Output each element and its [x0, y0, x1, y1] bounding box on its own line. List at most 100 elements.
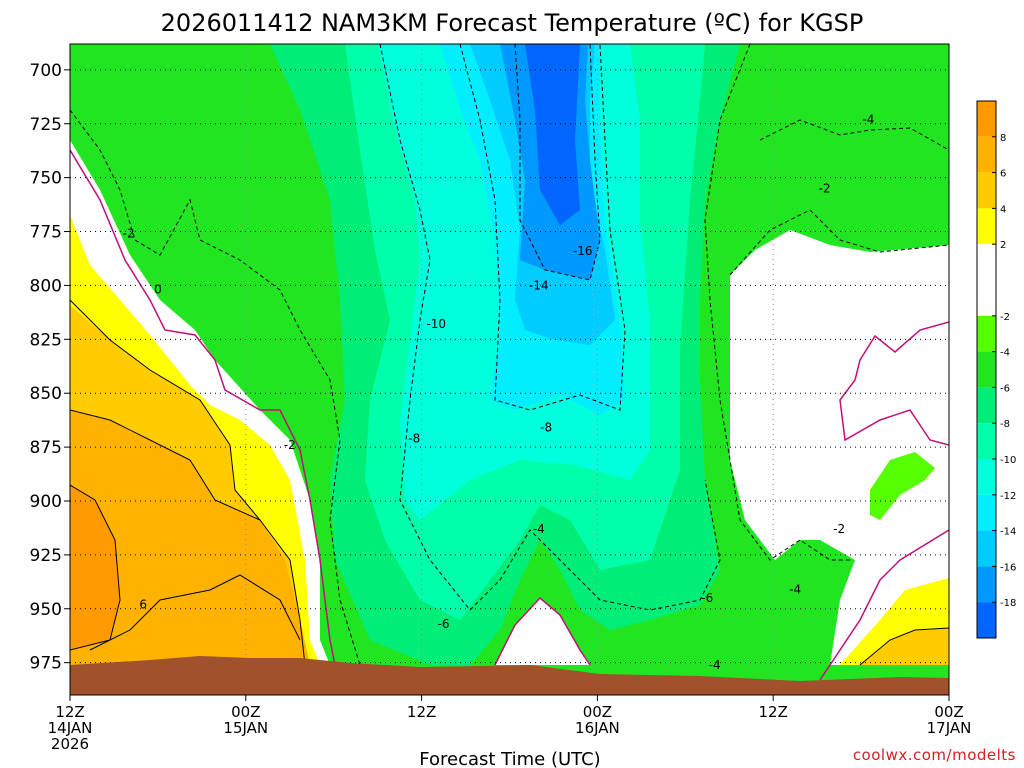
- colorbar-band: [977, 208, 996, 245]
- colorbar-band: [977, 351, 996, 388]
- x-tick-label: 00Z: [934, 703, 963, 721]
- contour-dashed-inner: [459, 44, 626, 411]
- x-tick-label: 2026: [51, 735, 89, 753]
- contour-label: -8: [540, 421, 552, 435]
- region-deep-blue: [525, 44, 580, 225]
- region-orange-left: [70, 410, 310, 665]
- y-tick-label: 700: [30, 61, 62, 81]
- contour-label: 6: [139, 597, 147, 611]
- colorbar-frame: [976, 100, 997, 639]
- contour-zero-dip: [494, 596, 591, 666]
- contour-label: -6: [701, 591, 713, 605]
- contour-label: -14: [529, 278, 549, 292]
- contour-label: -4: [862, 112, 874, 126]
- contour-dashed-right-top: [759, 119, 949, 151]
- colorbar-tick-label: -2: [1000, 312, 1010, 323]
- x-tick-label: 12Z: [407, 703, 436, 721]
- x-tick-label: 14JAN: [48, 719, 93, 737]
- plot-frame: [69, 43, 950, 696]
- terrain-ground: [70, 656, 949, 695]
- colorbar: 8 6 4 2 -2 -4 -6 -8 -10 -12 -14 -16 -18: [976, 100, 1016, 639]
- colorbar-tick-label: -8: [1000, 419, 1010, 430]
- x-tick-label: 00Z: [231, 703, 260, 721]
- colorbar-band: [977, 172, 996, 209]
- contour-solid-right: [859, 627, 949, 666]
- x-tick-label: 00Z: [583, 703, 612, 721]
- region-green-patch-right: [870, 452, 935, 520]
- contour-label: -4: [709, 658, 721, 672]
- contour-dashed-right-band: [729, 209, 949, 276]
- contour-solid-left-1: [70, 299, 306, 666]
- credit-link[interactable]: coolwx.com/modelts: [853, 746, 1016, 764]
- x-tick-label: 16JAN: [575, 719, 620, 737]
- colorbar-band: [977, 423, 996, 459]
- colorbar-band: [977, 494, 996, 531]
- x-tick-label: 12Z: [55, 703, 84, 721]
- x-tick-label: 15JAN: [223, 719, 268, 737]
- contour-lines: [70, 44, 949, 681]
- y-axis: 700 725 750 775 800 825 850 875 900 925 950 975: [30, 61, 70, 674]
- colorbar-band: [977, 101, 996, 137]
- contour-solid-left-4: [89, 574, 301, 651]
- contour-label: -2: [284, 438, 296, 452]
- contour-label: -6: [438, 617, 450, 631]
- colorbar-tick-label: -14: [1000, 527, 1016, 538]
- colorbar-tick-label: -10: [1000, 455, 1016, 466]
- contour-label: -8: [408, 431, 420, 445]
- y-tick-label: 925: [30, 546, 62, 566]
- region-white-right: [730, 230, 949, 665]
- colorbar-tick-label: 8: [1000, 133, 1006, 144]
- contour-labels: -2 0 -2 6 -10 -8 -8 -14 -16 -4 -6 -6 -4 -4 -2 -2 -4: [123, 112, 875, 671]
- contour-dashed-left: [70, 109, 361, 666]
- contour-label: -2: [123, 227, 135, 241]
- region-darkorange-left: [70, 485, 120, 650]
- colorbar-tick-label: 4: [1000, 204, 1006, 215]
- contour-dashed-right: [704, 44, 850, 561]
- colorbar-band: [977, 602, 996, 638]
- y-tick-label: 950: [30, 600, 62, 620]
- contour-solid-left-3: [70, 484, 121, 651]
- contour-label: -16: [573, 244, 593, 258]
- contour-zero-right-lower: [819, 529, 949, 681]
- y-tick-label: 850: [30, 384, 62, 404]
- y-tick-label: 875: [30, 438, 62, 458]
- colorbar-band: [977, 530, 996, 567]
- colorbar-tick-label: -6: [1000, 383, 1010, 394]
- contour-dashed-mid: [379, 44, 721, 611]
- region-white-dip: [495, 598, 590, 665]
- contour-label: -2: [833, 522, 845, 536]
- contour-label: -4: [533, 522, 545, 536]
- colorbar-tick-label: -16: [1000, 562, 1016, 573]
- colorbar-band: [977, 244, 996, 316]
- chart-title: 2026011412 NAM3KM Forecast Temperature (…: [161, 9, 864, 37]
- region-gold-right: [860, 628, 949, 665]
- contour-label: -10: [426, 317, 446, 331]
- plot-area: -2 0 -2 6 -10 -8 -8 -14 -16 -4 -6 -6 -4 -4 -2 -2 -4: [70, 44, 949, 695]
- contour-solid-left-2: [70, 409, 261, 521]
- colorbar-band: [977, 136, 996, 173]
- colorbar-band: [977, 566, 996, 603]
- contour-label: -2: [818, 181, 830, 195]
- y-tick-label: 975: [30, 654, 62, 674]
- x-tick-label: 12Z: [759, 703, 788, 721]
- y-tick-label: 800: [30, 276, 62, 296]
- x-axis-label: Forecast Time (UTC): [419, 749, 600, 768]
- colorbar-tick-label: -4: [1000, 348, 1010, 359]
- y-tick-label: 825: [30, 330, 62, 350]
- contour-zero-left: [70, 149, 336, 666]
- contour-label: -4: [789, 582, 801, 596]
- colorbar-band: [977, 315, 996, 352]
- y-tick-label: 900: [30, 492, 62, 512]
- colorbar-tick-label: 2: [1000, 240, 1006, 251]
- contour-dashed-core: [514, 44, 601, 281]
- colorbar-band: [977, 387, 996, 424]
- contour-label: 0: [154, 283, 162, 297]
- colorbar-tick-label: -18: [1000, 598, 1016, 609]
- y-tick-label: 775: [30, 223, 62, 243]
- colorbar-tick-label: 6: [1000, 169, 1006, 180]
- x-tick-label: 17JAN: [927, 719, 972, 737]
- colorbar-band: [977, 459, 996, 495]
- grid-lines: [70, 44, 949, 695]
